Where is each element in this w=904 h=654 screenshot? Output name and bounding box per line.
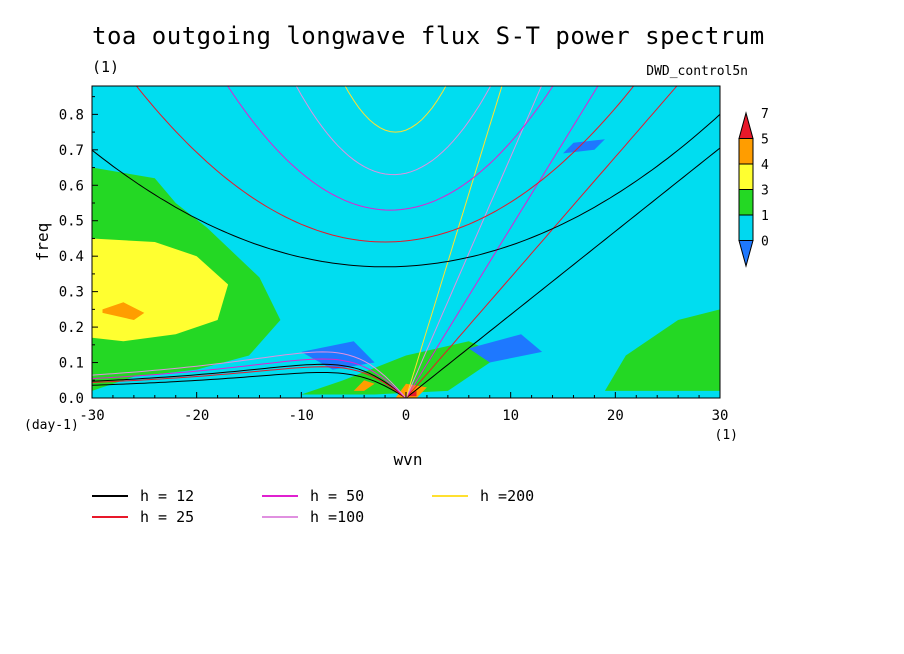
dispersion-curve-h25-ig-6 [135,86,635,243]
dispersion-curve-h200-kelvin-4 [405,86,503,398]
colorbar-arrow-top [738,111,754,139]
dispersion-curve-h50-er-13 [92,358,407,398]
legend-item-h100: h =100 [262,508,364,526]
legend-swatch [262,495,298,497]
dispersion-curve-h12-ig-5 [92,113,720,268]
y-axis-label: freq [33,223,52,262]
y-tick-label-0.8: 0.8 [59,107,84,123]
dispersion-curve-h25-kelvin-1 [405,86,678,398]
colorbar-segment-2 [738,189,754,216]
y-tick-label-0.3: 0.3 [59,285,84,301]
x-tick-label-0: 0 [402,408,410,424]
dispersion-curve-h12-er-10 [92,363,407,398]
colorbar-label-0: 0 [761,235,769,250]
dispersion-curves [92,86,720,398]
contour-region-3 [604,309,720,391]
legend-item-h25: h = 25 [92,508,194,526]
legend-swatch [262,516,298,518]
legend-swatch [92,495,128,497]
y-tick-label-0.2: 0.2 [59,320,84,336]
contour-region-9 [353,380,375,391]
colorbar-label-4: 4 [761,158,769,173]
colorbar-label-5: 5 [761,133,769,148]
legend-item-h50: h = 50 [262,487,364,505]
y-tick-label-0.7: 0.7 [59,143,84,159]
chart-subtitle: (1) [92,58,120,76]
legend-label: h =100 [310,508,365,526]
colorbar-label-1: 1 [761,209,769,224]
x-tick-label--30: -30 [79,408,104,424]
colorbar-segment-3 [738,163,754,190]
legend-item-h12: h = 12 [92,487,194,505]
chart-title: toa outgoing longwave flux S-T power spe… [92,22,765,50]
x-unit-label: (1) [715,428,738,443]
contour-region-4 [301,341,501,395]
colorbar-arrow-bottom [738,240,754,268]
dispersion-curve-h50-ig-7 [227,86,554,211]
colorbar-label-3: 3 [761,184,769,199]
y-tick-label-0.1: 0.1 [59,356,84,372]
dispersion-curve-h100-er-14 [92,351,407,398]
dispersion-curve-h12-er-11 [92,372,407,398]
x-tick-label-20: 20 [607,408,624,424]
x-tick-label--20: -20 [184,408,209,424]
dispersion-curve-h100-kelvin-3 [405,86,543,398]
colorbar-segment-4 [738,138,754,165]
dispersion-curve-h200-ig-9 [344,86,447,133]
x-axis-label: wvn [394,450,423,469]
contour-region-6 [468,334,543,363]
x-tick-label-30: 30 [712,408,729,424]
y-axis: 0.0 0.1 0.2 0.3 0.4 0.5 0.6 0.7 0.8 [59,96,98,407]
colorbar-label-7: 7 [761,107,769,122]
dispersion-curve-h50-kelvin-2 [405,86,599,398]
x-tick-label-10: 10 [502,408,519,424]
contour-regions [92,139,720,398]
contour-region-5 [301,341,375,370]
case-label: DWD_control5n [646,64,748,79]
legend-item-h200: h =200 [432,487,534,505]
y-tick-label-0.4: 0.4 [59,249,84,265]
x-axis: -30 -20 -10 0 10 20 30 [79,392,728,424]
legend-label: h = 12 [140,487,195,505]
dispersion-curve-h100-ig-8 [295,86,492,176]
y-unit-label: (day-1) [24,418,79,433]
y-tick-label-0.5: 0.5 [59,214,84,230]
y-tick-label-0: 0.0 [59,391,84,407]
legend-label: h = 50 [310,487,365,505]
dispersion-curve-h25-er-12 [92,366,407,398]
y-tick-label-0.6: 0.6 [59,178,84,194]
legend-swatch [432,495,468,497]
contour-region-2 [102,302,145,320]
legend-swatch [92,516,128,518]
x-tick-label--10: -10 [289,408,314,424]
legend-label: h =200 [480,487,535,505]
contour-region-7 [563,139,605,154]
colorbar-segment-1 [738,214,754,241]
colorbar: 0 1 3 4 5 7 [738,107,769,268]
dispersion-curve-h12-kelvin-0 [405,147,720,398]
legend-label: h = 25 [140,508,195,526]
